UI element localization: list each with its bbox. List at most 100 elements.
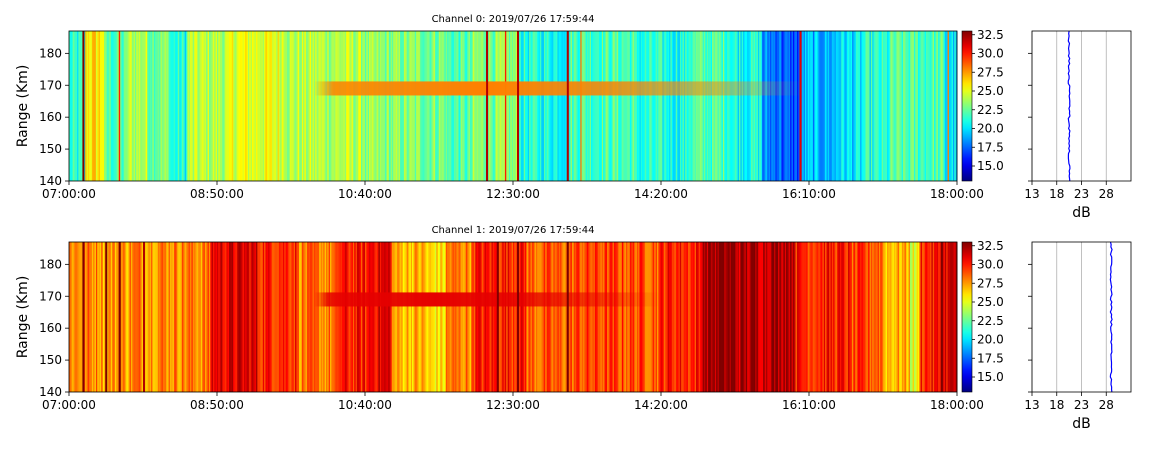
heatmap-column	[317, 31, 320, 181]
heatmap-column	[261, 31, 264, 181]
heatmap-column	[597, 31, 600, 181]
heatmap-column	[258, 242, 261, 392]
heatmap-column	[436, 31, 439, 181]
heatmap-column	[112, 31, 114, 181]
heatmap-column	[296, 31, 299, 181]
heatmap-column	[665, 31, 667, 181]
heatmap-column	[315, 242, 317, 392]
heatmap-column	[165, 31, 168, 181]
heatmap-column	[849, 31, 852, 181]
heatmap-column	[354, 242, 356, 392]
heatmap-column	[385, 31, 387, 181]
heatmap-column	[312, 242, 315, 392]
heatmap-column	[426, 31, 429, 181]
heatmap-column	[503, 31, 506, 181]
heatmap-column	[132, 242, 134, 392]
heatmap-column	[601, 31, 604, 181]
heatmap-column	[449, 242, 452, 392]
heatmap-column	[242, 31, 245, 181]
heatmap-column	[434, 31, 437, 181]
heatmap-column	[713, 31, 716, 181]
heatmap-column	[461, 242, 464, 392]
heatmap-column	[203, 31, 206, 181]
heatmap-column	[234, 242, 237, 392]
heatmap-column	[338, 242, 340, 392]
heatmap-column	[321, 31, 324, 181]
heatmap-column	[531, 31, 534, 181]
heatmap-column	[467, 242, 469, 392]
heatmap-column	[552, 242, 554, 392]
heatmap-column	[857, 31, 860, 181]
heatmap-column	[724, 31, 726, 181]
heatmap-column	[293, 242, 296, 392]
heatmap-column	[521, 31, 523, 181]
heatmap-column	[841, 242, 844, 392]
heatmap-column	[670, 242, 673, 392]
colorbar-tick-label: 20.0	[977, 333, 1004, 347]
heatmap-column	[806, 31, 809, 181]
heatmap-column	[603, 31, 605, 181]
heatmap-column	[881, 31, 884, 181]
heatmap-column	[117, 31, 120, 181]
heatmap-column	[523, 31, 526, 181]
heatmap-column	[693, 242, 696, 392]
heatmap-column	[456, 31, 459, 181]
heatmap-column	[687, 242, 690, 392]
heatmap-column	[686, 31, 689, 181]
heatmap-column	[133, 31, 136, 181]
heatmap-column	[264, 31, 266, 181]
heatmap-column	[176, 31, 179, 181]
heatmap-column	[393, 242, 395, 392]
heatmap-column	[324, 31, 327, 181]
heatmap-column	[550, 242, 553, 392]
heatmap-column	[381, 31, 383, 181]
heatmap-column	[202, 242, 204, 392]
heatmap-column	[420, 242, 422, 392]
heatmap-column	[468, 31, 471, 181]
heatmap-column	[495, 31, 498, 181]
heatmap-column	[238, 31, 241, 181]
heatmap-column	[885, 31, 888, 181]
heatmap-column	[519, 242, 522, 392]
heatmap-column	[382, 31, 385, 181]
heatmap-column	[266, 242, 269, 392]
x-tick-label: 18:00:00	[930, 398, 984, 412]
heatmap-column	[71, 31, 74, 181]
colorbar-tick-label: 30.0	[977, 258, 1004, 272]
heatmap-column	[261, 242, 264, 392]
heatmap-column	[511, 31, 514, 181]
heatmap-column	[230, 31, 233, 181]
heatmap-column	[421, 242, 424, 392]
heatmap-column	[786, 31, 788, 181]
heatmap-column	[253, 31, 256, 181]
heatmap-column	[167, 242, 169, 392]
heatmap-column	[920, 242, 923, 392]
heatmap-column	[681, 242, 683, 392]
heatmap-column	[639, 242, 642, 392]
heatmap-column	[895, 242, 897, 392]
heatmap-column	[278, 242, 281, 392]
heatmap-column	[138, 242, 141, 392]
heatmap-column	[943, 31, 946, 181]
heatmap-column	[367, 31, 370, 181]
heatmap-column	[549, 242, 552, 392]
heatmap-column	[521, 242, 523, 392]
heatmap-column	[222, 31, 225, 181]
heatmap-column	[944, 31, 947, 181]
heatmap-column	[113, 31, 116, 181]
heatmap-column	[580, 31, 583, 181]
heatmap-column	[251, 242, 254, 392]
heatmap-column	[284, 31, 287, 181]
y-tick-label: 140	[39, 174, 62, 188]
heatmap-column	[926, 31, 928, 181]
heatmap-column	[845, 242, 848, 392]
heatmap-column	[336, 31, 339, 181]
heatmap-column	[604, 242, 607, 392]
heatmap-column	[424, 31, 426, 181]
heatmap-column	[854, 242, 857, 392]
heatmap-column	[160, 242, 163, 392]
heatmap-column	[320, 31, 323, 181]
heatmap-column	[285, 31, 288, 181]
heatmap-column	[93, 31, 95, 181]
heatmap-column	[913, 242, 916, 392]
